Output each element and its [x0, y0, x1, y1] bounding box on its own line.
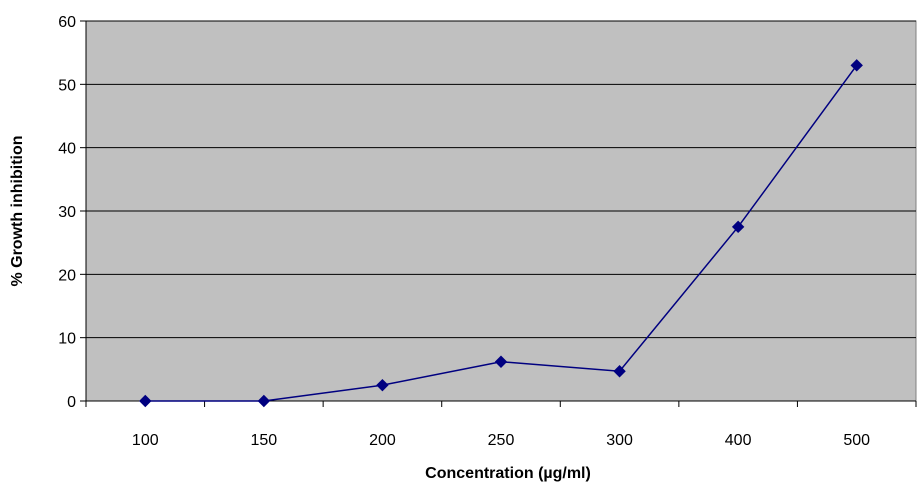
- gridlines: [86, 20, 916, 339]
- x-axis-ticks: 100 150 200 250 300 400 500: [85, 401, 917, 449]
- x-tick-label: 400: [725, 432, 752, 449]
- x-tick-label: 150: [251, 432, 278, 449]
- data-point: [850, 59, 863, 72]
- x-axis-title: Concentration (µg/ml): [425, 465, 591, 482]
- x-tick-label: 500: [843, 432, 870, 449]
- x-tick-label: 200: [369, 432, 396, 449]
- data-point: [494, 355, 508, 368]
- y-tick-label: 40: [58, 141, 76, 158]
- data-point: [257, 394, 271, 408]
- x-tick-label: 300: [606, 432, 633, 449]
- y-tick-label: 0: [67, 394, 76, 411]
- y-tick-label: 50: [58, 77, 76, 94]
- y-tick-label: 30: [58, 204, 76, 221]
- data-point: [731, 220, 745, 234]
- y-tick-label: 10: [58, 331, 76, 348]
- data-point: [613, 365, 626, 378]
- y-tick-label: 20: [58, 267, 76, 284]
- x-tick-label: 250: [488, 432, 515, 449]
- y-axis-ticks: 0 10 20 30 40 50 60: [58, 14, 86, 411]
- data-point: [139, 394, 152, 408]
- data-point: [376, 378, 389, 392]
- y-tick-label: 60: [58, 14, 76, 31]
- y-axis-title: % Growth inhibition: [9, 135, 26, 286]
- data-points: [139, 59, 863, 408]
- x-tick-label: 100: [132, 432, 159, 449]
